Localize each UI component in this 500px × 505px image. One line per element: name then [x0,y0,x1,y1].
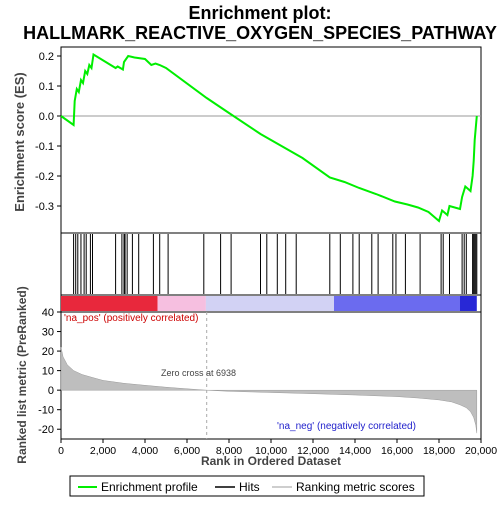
x-tick-label-10: 20,000 [465,445,497,457]
metric-axis-label: Ranked list metric (PreRanked) [15,286,29,463]
chart-title-line2: HALLMARK_REACTIVE_OXYGEN_SPECIES_PATHWAY [23,23,497,43]
x-tick-label-5: 10,000 [255,445,287,457]
colorbar-segment-0 [61,296,158,311]
es-layer: 0.2 0.1 0.0 -0.1 -0.2 -0.3 [35,51,481,223]
es-tick-label-1: 0.1 [39,81,54,93]
chart-title-line1: Enrichment plot: [189,3,332,23]
hits-panel-frame [60,232,482,296]
colorbar-segment-2 [205,296,334,311]
x-tick-label-1: 2,000 [90,445,116,457]
colorbar-segment-4 [460,296,477,311]
legend-label-hits: Hits [239,480,260,494]
zero-cross-label: Zero cross at 6938 [161,368,236,378]
x-axis-label: Rank in Ordered Dataset [201,454,341,468]
es-tick-label-5: -0.3 [35,201,54,213]
legend-label-metric: Ranking metric scores [296,480,415,494]
metric-tick-label-2: 20 [42,346,54,358]
x-axis: 0 2,000 4,000 6,000 8,000 10,000 12,000 14,000 1… [58,439,497,457]
ranking-metric-area [60,347,478,434]
es-tick-label-3: -0.1 [35,141,54,153]
legend-box [69,475,425,497]
es-axis-label: Enrichment score (ES) [12,72,27,211]
metric-tick-label-3: 10 [42,366,54,378]
x-tick-label-7: 14,000 [339,445,371,457]
x-tick-label-4: 8,000 [216,445,242,457]
x-tick-label-3: 6,000 [174,445,200,457]
metric-tick-label-1: 30 [42,327,54,339]
colorbar-segment-3 [334,296,460,311]
metric-tick-label-6: -20 [38,424,54,436]
metric-tick-label-4: 0 [48,385,54,397]
x-tick-label-2: 4,000 [132,445,158,457]
es-tick-label-4: -0.2 [35,171,54,183]
metric-layer: 40 30 20 10 0 -10 -20 [38,307,478,439]
metric-panel-frame [60,311,482,440]
es-tick-label-2: 0.0 [39,111,54,123]
colorbar-segment-1 [157,296,206,311]
legend-label-enrichment: Enrichment profile [101,480,198,494]
x-tick-label-9: 18,000 [423,445,455,457]
x-tick-label-0: 0 [58,445,64,457]
es-tick-label-0: 0.2 [39,51,54,63]
enrichment-profile-line [60,52,478,223]
x-tick-label-6: 12,000 [297,445,329,457]
metric-tick-label-5: -10 [38,405,54,417]
metric-tick-label-0: 40 [42,307,54,319]
colorbar-layer [61,296,477,311]
neg-correlated-label: 'na_neg' (negatively correlated) [277,421,416,432]
x-tick-label-8: 16,000 [381,445,413,457]
hits-layer [73,234,478,294]
pos-correlated-label: 'na_pos' (positively correlated) [64,313,198,324]
